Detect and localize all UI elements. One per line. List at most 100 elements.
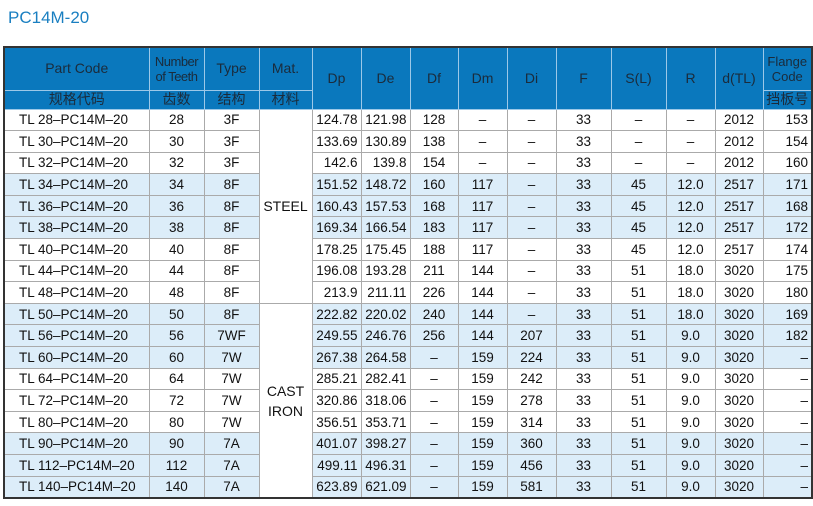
table-row: TL 28–PC14M–20 28 3F STEEL 124.78 121.98 128– –… [3, 108, 813, 304]
cell-f: 33 [555, 302, 612, 326]
cell-type: 8F [203, 302, 260, 326]
cell-material: CAST IRON [258, 302, 313, 499]
cell-df: 154 [409, 151, 459, 175]
cell-dm: 144 [457, 259, 508, 283]
cell-dp: 249.55 [311, 324, 362, 348]
cell-dtl: 3020 [714, 302, 764, 326]
cell-type: 8F [203, 194, 260, 218]
cell-r: 12.0 [665, 194, 716, 218]
cell-type: 8F [203, 238, 260, 261]
cell-f: 33 [555, 367, 612, 391]
cell-de: 166.54 [360, 216, 411, 240]
cell-teeth: 90 [148, 432, 205, 455]
cell-material: STEEL [258, 108, 313, 304]
cell-dtl: 2012 [714, 108, 764, 132]
header-flange-cn: 挡板号 [762, 89, 813, 110]
cell-teeth: 40 [148, 238, 205, 261]
cell-di: – [506, 238, 557, 261]
cell-r: 12.0 [665, 173, 716, 196]
cell-di: – [506, 108, 557, 132]
cell-type: 3F [203, 151, 260, 175]
header-dp: Dp [311, 46, 362, 110]
spec-table: Part Code Number of Teeth Type Mat. Dp D… [3, 46, 813, 500]
cell-de: 246.76 [360, 324, 411, 348]
cell-dm: – [457, 108, 508, 132]
cell-part-code: TL 140–PC14M–20 [3, 475, 150, 499]
cell-type: 7A [203, 432, 260, 455]
cell-flange-code: 182 [762, 324, 813, 348]
cell-part-code: TL 28–PC14M–20 [3, 108, 150, 132]
cell-dtl: 2517 [714, 216, 764, 240]
cell-sl: 51 [610, 281, 667, 304]
cell-df: 240 [409, 302, 459, 326]
cell-part-code: TL 40–PC14M–20 [3, 238, 150, 261]
cell-dm: 159 [457, 432, 508, 455]
cell-di: 224 [506, 346, 557, 369]
table-row: TL 40–PC14M–20 40 8F 178.25 175.45 188 117–33 4… [3, 238, 813, 261]
table-row: TL 34–PC14M–20 34 8F 151.52 148.72 160 117–33 4… [3, 173, 813, 196]
table-row: TL 44–PC14M–20 44 8F 196.08 193.28 211 144–33 5… [3, 259, 813, 283]
cell-sl: 51 [610, 454, 667, 477]
cell-dm: 144 [457, 324, 508, 348]
cell-part-code: TL 60–PC14M–20 [3, 346, 150, 369]
cell-flange-code: 169 [762, 302, 813, 326]
header-f: F [555, 46, 612, 110]
cell-df: 226 [409, 281, 459, 304]
cell-di: 278 [506, 389, 557, 412]
cell-part-code: TL 64–PC14M–20 [3, 367, 150, 391]
cell-de: 264.58 [360, 346, 411, 369]
cell-de: 148.72 [360, 173, 411, 196]
cell-di: – [506, 281, 557, 304]
cell-di: 207 [506, 324, 557, 348]
cell-df: – [409, 410, 459, 434]
cell-dm: – [457, 151, 508, 175]
cell-type: 8F [203, 281, 260, 304]
cell-f: 33 [555, 454, 612, 477]
cell-dtl: 3020 [714, 432, 764, 455]
cell-dm: – [457, 130, 508, 153]
cell-df: – [409, 367, 459, 391]
cell-sl: 51 [610, 302, 667, 326]
cell-teeth: 30 [148, 130, 205, 153]
cell-dtl: 3020 [714, 389, 764, 412]
header-mat-cn: 材料 [258, 89, 313, 110]
cell-part-code: TL 80–PC14M–20 [3, 410, 150, 434]
cell-f: 33 [555, 389, 612, 412]
cell-sl: 51 [610, 324, 667, 348]
cell-flange-code: – [762, 410, 813, 434]
cell-sl: 45 [610, 238, 667, 261]
cell-dp: 623.89 [311, 475, 362, 499]
cell-di: – [506, 259, 557, 283]
cell-dtl: 3020 [714, 367, 764, 391]
cell-part-code: TL 48–PC14M–20 [3, 281, 150, 304]
header-dm: Dm [457, 46, 508, 110]
cell-dm: 117 [457, 173, 508, 196]
cell-dp: 222.82 [311, 302, 362, 326]
cell-teeth: 80 [148, 410, 205, 434]
cell-type: 3F [203, 130, 260, 153]
cell-df: 160 [409, 173, 459, 196]
cell-f: 33 [555, 259, 612, 283]
cell-dp: 196.08 [311, 259, 362, 283]
cell-df: – [409, 346, 459, 369]
cell-r: 9.0 [665, 475, 716, 499]
table-row: TL 140–PC14M–20 140 7A 623.89 621.09–159 581 3… [3, 475, 813, 499]
cell-f: 33 [555, 475, 612, 499]
cell-part-code: TL 50–PC14M–20 [3, 302, 150, 326]
cell-dm: 159 [457, 367, 508, 391]
cell-dm: 144 [457, 281, 508, 304]
header-di: Di [506, 46, 557, 110]
cell-di: – [506, 151, 557, 175]
header-flange: Flange Code [762, 46, 813, 91]
header-teeth: Number of Teeth [148, 46, 205, 91]
cell-sl: 45 [610, 173, 667, 196]
cell-r: 18.0 [665, 302, 716, 326]
cell-r: 9.0 [665, 324, 716, 348]
cell-dp: 267.38 [311, 346, 362, 369]
cell-flange-code: 171 [762, 173, 813, 196]
cell-type: 7A [203, 475, 260, 499]
cell-sl: – [610, 151, 667, 175]
cell-df: 138 [409, 130, 459, 153]
cell-df: 256 [409, 324, 459, 348]
table-row: TL 30–PC14M–20 30 3F 133.69 130.89 138– –33– –2… [3, 130, 813, 153]
